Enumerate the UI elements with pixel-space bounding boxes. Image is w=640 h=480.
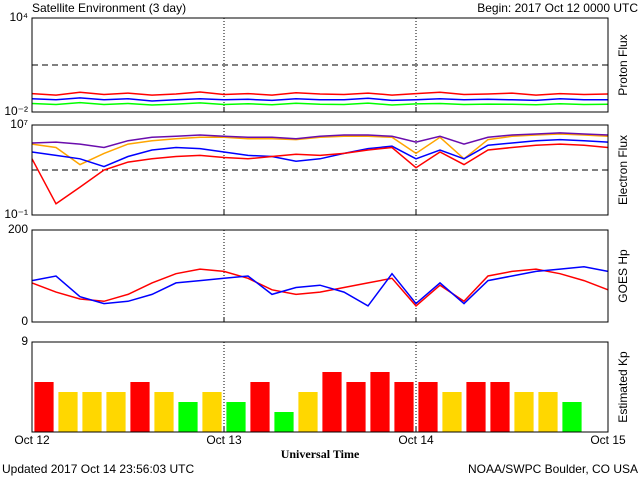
y-axis-label: Proton Flux	[616, 34, 630, 95]
bar	[178, 402, 198, 432]
bar	[538, 392, 558, 432]
bar	[226, 402, 246, 432]
y-tick-label: 0	[21, 314, 28, 328]
begin-time: Begin: 2017 Oct 12 0000 UTC	[477, 1, 638, 15]
bar	[514, 392, 534, 432]
chart-title: Satellite Environment (3 day)	[32, 1, 186, 15]
bar	[130, 382, 150, 432]
panel-frame	[31, 229, 609, 323]
line-series	[31, 268, 609, 307]
panel-frame	[31, 124, 609, 216]
y-axis-label: GOES Hp	[616, 249, 630, 303]
x-tick-label: Oct 14	[398, 433, 434, 447]
updated: Updated 2017 Oct 14 23:56:03 UTC	[2, 462, 194, 476]
y-tick-label: 200	[8, 222, 28, 236]
bar	[202, 392, 222, 432]
bar	[490, 382, 510, 432]
bar	[418, 382, 438, 432]
y-tick-label: 10⁴	[9, 10, 28, 24]
panel-frame	[31, 17, 609, 113]
y-tick-label: 10⁻²	[4, 104, 28, 118]
line-series	[31, 133, 609, 166]
bar	[274, 412, 294, 432]
line-series	[31, 143, 609, 205]
bar	[394, 382, 414, 432]
bar	[370, 372, 390, 432]
bar	[82, 392, 102, 432]
bar	[106, 392, 126, 432]
y-axis-label: Electron Flux	[616, 135, 630, 205]
panel-frame	[31, 341, 609, 433]
bar	[322, 372, 342, 432]
y-axis-label: Estimated Kp	[616, 351, 630, 423]
line-series	[31, 101, 609, 106]
bar	[154, 392, 174, 432]
y-tick-label: 9	[21, 334, 28, 348]
line-series	[31, 97, 608, 102]
y-tick-label: 10⁷	[10, 117, 28, 131]
x-tick-label: Oct 13	[206, 433, 242, 447]
line-series	[31, 266, 609, 307]
bar	[466, 382, 486, 432]
bar	[34, 382, 54, 432]
bar	[58, 392, 78, 432]
bar	[298, 392, 318, 432]
line-series	[31, 138, 609, 168]
y-tick-label: 10⁻¹	[4, 207, 28, 221]
bar	[562, 402, 582, 432]
bar	[346, 382, 366, 432]
x-tick-label: Oct 15	[590, 433, 626, 447]
bar	[442, 392, 462, 432]
bar	[250, 382, 270, 432]
source: NOAA/SWPC Boulder, CO USA	[468, 462, 638, 476]
line-series	[31, 132, 609, 149]
x-tick-label: Oct 12	[14, 433, 50, 447]
x-axis-label: Universal Time	[281, 447, 360, 461]
line-series	[31, 91, 609, 96]
